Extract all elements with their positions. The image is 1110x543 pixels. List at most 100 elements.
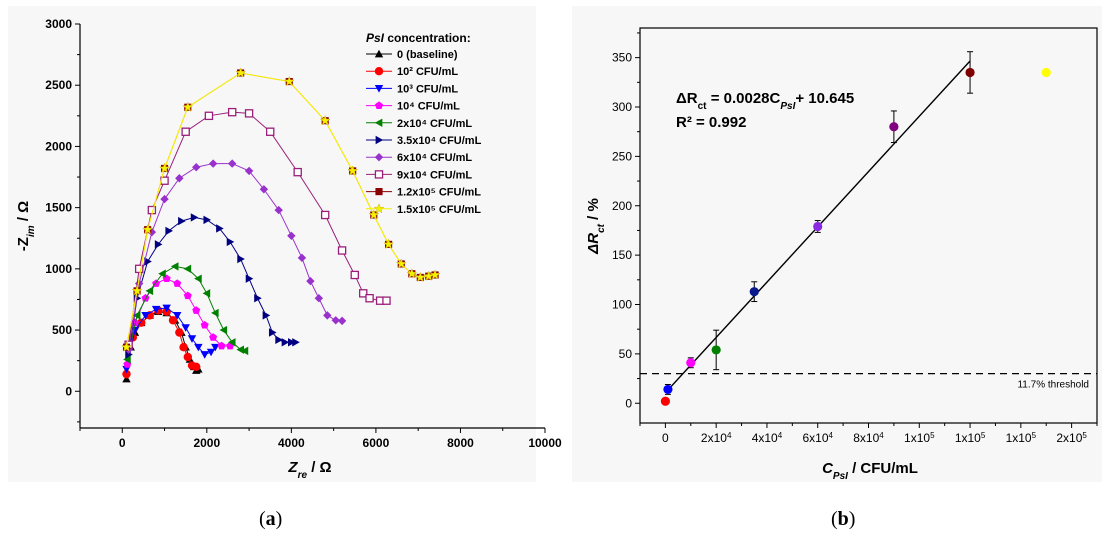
legend-marker-a bbox=[374, 85, 384, 93]
data-point-a bbox=[414, 271, 426, 282]
y-tick-label-b: 100 bbox=[612, 298, 632, 312]
data-point-a bbox=[244, 109, 254, 118]
y-tick-label-a: 2000 bbox=[45, 139, 72, 153]
data-point-a bbox=[262, 311, 271, 320]
series-a-9 bbox=[121, 67, 441, 352]
y-tick-label-b: 350 bbox=[612, 51, 632, 65]
data-point-a bbox=[122, 369, 131, 379]
data-point-a bbox=[429, 269, 441, 280]
legend-label-a: 0 (baseline) bbox=[397, 49, 458, 61]
data-point-a bbox=[226, 237, 235, 247]
data-point-a bbox=[183, 352, 192, 362]
x-tick-label-a: 10000 bbox=[528, 436, 562, 450]
y-tick-label-b: 300 bbox=[612, 100, 632, 114]
legend-title-a: PsI concentration: bbox=[366, 31, 471, 45]
data-point-a bbox=[259, 185, 269, 194]
x-tick-label-b: 4x104 bbox=[752, 431, 783, 446]
data-point-a bbox=[134, 264, 144, 274]
y-tick-label-a: 0 bbox=[65, 384, 72, 398]
data-point-b bbox=[749, 287, 759, 297]
data-point-a bbox=[121, 341, 132, 352]
data-point-a bbox=[359, 289, 368, 298]
data-point-group-b bbox=[965, 51, 975, 94]
legend-marker-a bbox=[374, 67, 384, 76]
data-point-a bbox=[181, 127, 190, 136]
x-tick-label-b: 1x105 bbox=[904, 431, 935, 446]
data-point-a bbox=[183, 264, 192, 274]
data-point-a bbox=[235, 67, 246, 78]
data-point-a bbox=[173, 279, 182, 287]
x-tick-label-a: 2000 bbox=[193, 436, 220, 450]
x-tick-label-b: 6x104 bbox=[802, 431, 833, 446]
series-a-7 bbox=[124, 107, 391, 349]
data-point-a bbox=[151, 305, 161, 314]
data-point-a bbox=[194, 274, 202, 283]
data-point-a bbox=[395, 258, 407, 269]
y-tick-label-b: 250 bbox=[612, 149, 632, 163]
data-point-a bbox=[168, 316, 178, 325]
data-point-a bbox=[208, 159, 218, 168]
x-tick-label-a: 4000 bbox=[278, 436, 305, 450]
plot-frame-b bbox=[639, 27, 1098, 424]
data-point-a bbox=[323, 311, 332, 320]
data-point-a bbox=[162, 304, 171, 313]
x-tick-label-b: 0 bbox=[662, 431, 669, 445]
data-point-a bbox=[365, 294, 374, 303]
data-point-a bbox=[287, 231, 296, 240]
data-point-a bbox=[194, 343, 203, 352]
legend-marker-a bbox=[374, 170, 384, 179]
data-point-b bbox=[1041, 67, 1051, 78]
data-point-group-b bbox=[749, 281, 759, 303]
y-axis-label-b: ΔRct / % bbox=[585, 198, 607, 255]
legend-label-a: 9x10⁴ CFU/mL bbox=[397, 169, 472, 181]
data-point-group-b bbox=[1041, 67, 1051, 78]
data-point-a bbox=[268, 328, 277, 337]
data-point-a bbox=[203, 215, 212, 225]
series-a-5 bbox=[125, 213, 300, 359]
data-point-a bbox=[178, 216, 186, 226]
data-point-a bbox=[122, 374, 131, 383]
threshold-label-b: 11.7% threshold bbox=[1017, 380, 1089, 391]
y-tick-label-a: 3000 bbox=[45, 17, 72, 31]
data-point-b bbox=[813, 221, 823, 232]
legend-label-a: 10³ CFU/mL bbox=[397, 83, 458, 95]
data-point-a bbox=[288, 338, 296, 347]
data-point-a bbox=[209, 333, 218, 341]
data-point-a bbox=[192, 163, 201, 172]
data-point-a bbox=[181, 324, 190, 332]
x-tick-label-b: 2x104 bbox=[701, 431, 732, 446]
data-point-a bbox=[123, 355, 131, 364]
data-point-a bbox=[211, 343, 220, 352]
data-point-a bbox=[281, 338, 290, 347]
x-tick-label-b: 1x105 bbox=[1006, 431, 1037, 446]
data-point-group-b bbox=[711, 329, 721, 371]
legend-label-a: 6x10⁴ CFU/mL bbox=[397, 152, 472, 164]
data-point-b bbox=[663, 384, 673, 395]
y-tick-label-b: 150 bbox=[612, 248, 632, 262]
x-tick-label-b: 2x105 bbox=[1056, 431, 1087, 446]
data-point-b bbox=[965, 67, 975, 78]
x-axis-label-b: CPsI / CFU/mL bbox=[822, 460, 918, 482]
data-point-b bbox=[889, 122, 899, 132]
x-tick-label-a: 8000 bbox=[447, 436, 474, 450]
data-point-a bbox=[187, 335, 197, 343]
caption-b: (b) bbox=[831, 508, 856, 530]
data-point-a bbox=[122, 365, 131, 374]
data-point-a bbox=[283, 75, 295, 87]
data-point-a bbox=[227, 159, 237, 168]
x-axis-label-a: Zre / Ω bbox=[287, 459, 331, 481]
data-point-a bbox=[227, 107, 237, 117]
data-point-a bbox=[154, 240, 163, 249]
data-point-a bbox=[406, 268, 418, 279]
y-tick-label-b: 0 bbox=[625, 396, 632, 410]
legend-label-a: 3.5x10⁴ CFU/mL bbox=[397, 135, 482, 147]
data-point-a bbox=[175, 328, 184, 337]
data-point-a bbox=[274, 205, 283, 215]
data-point-a bbox=[306, 276, 315, 286]
data-point-group-b bbox=[663, 383, 673, 395]
data-point-b bbox=[660, 396, 670, 406]
data-point-a bbox=[368, 209, 380, 220]
data-point-group-b bbox=[889, 110, 899, 144]
series-line-a bbox=[126, 72, 436, 348]
